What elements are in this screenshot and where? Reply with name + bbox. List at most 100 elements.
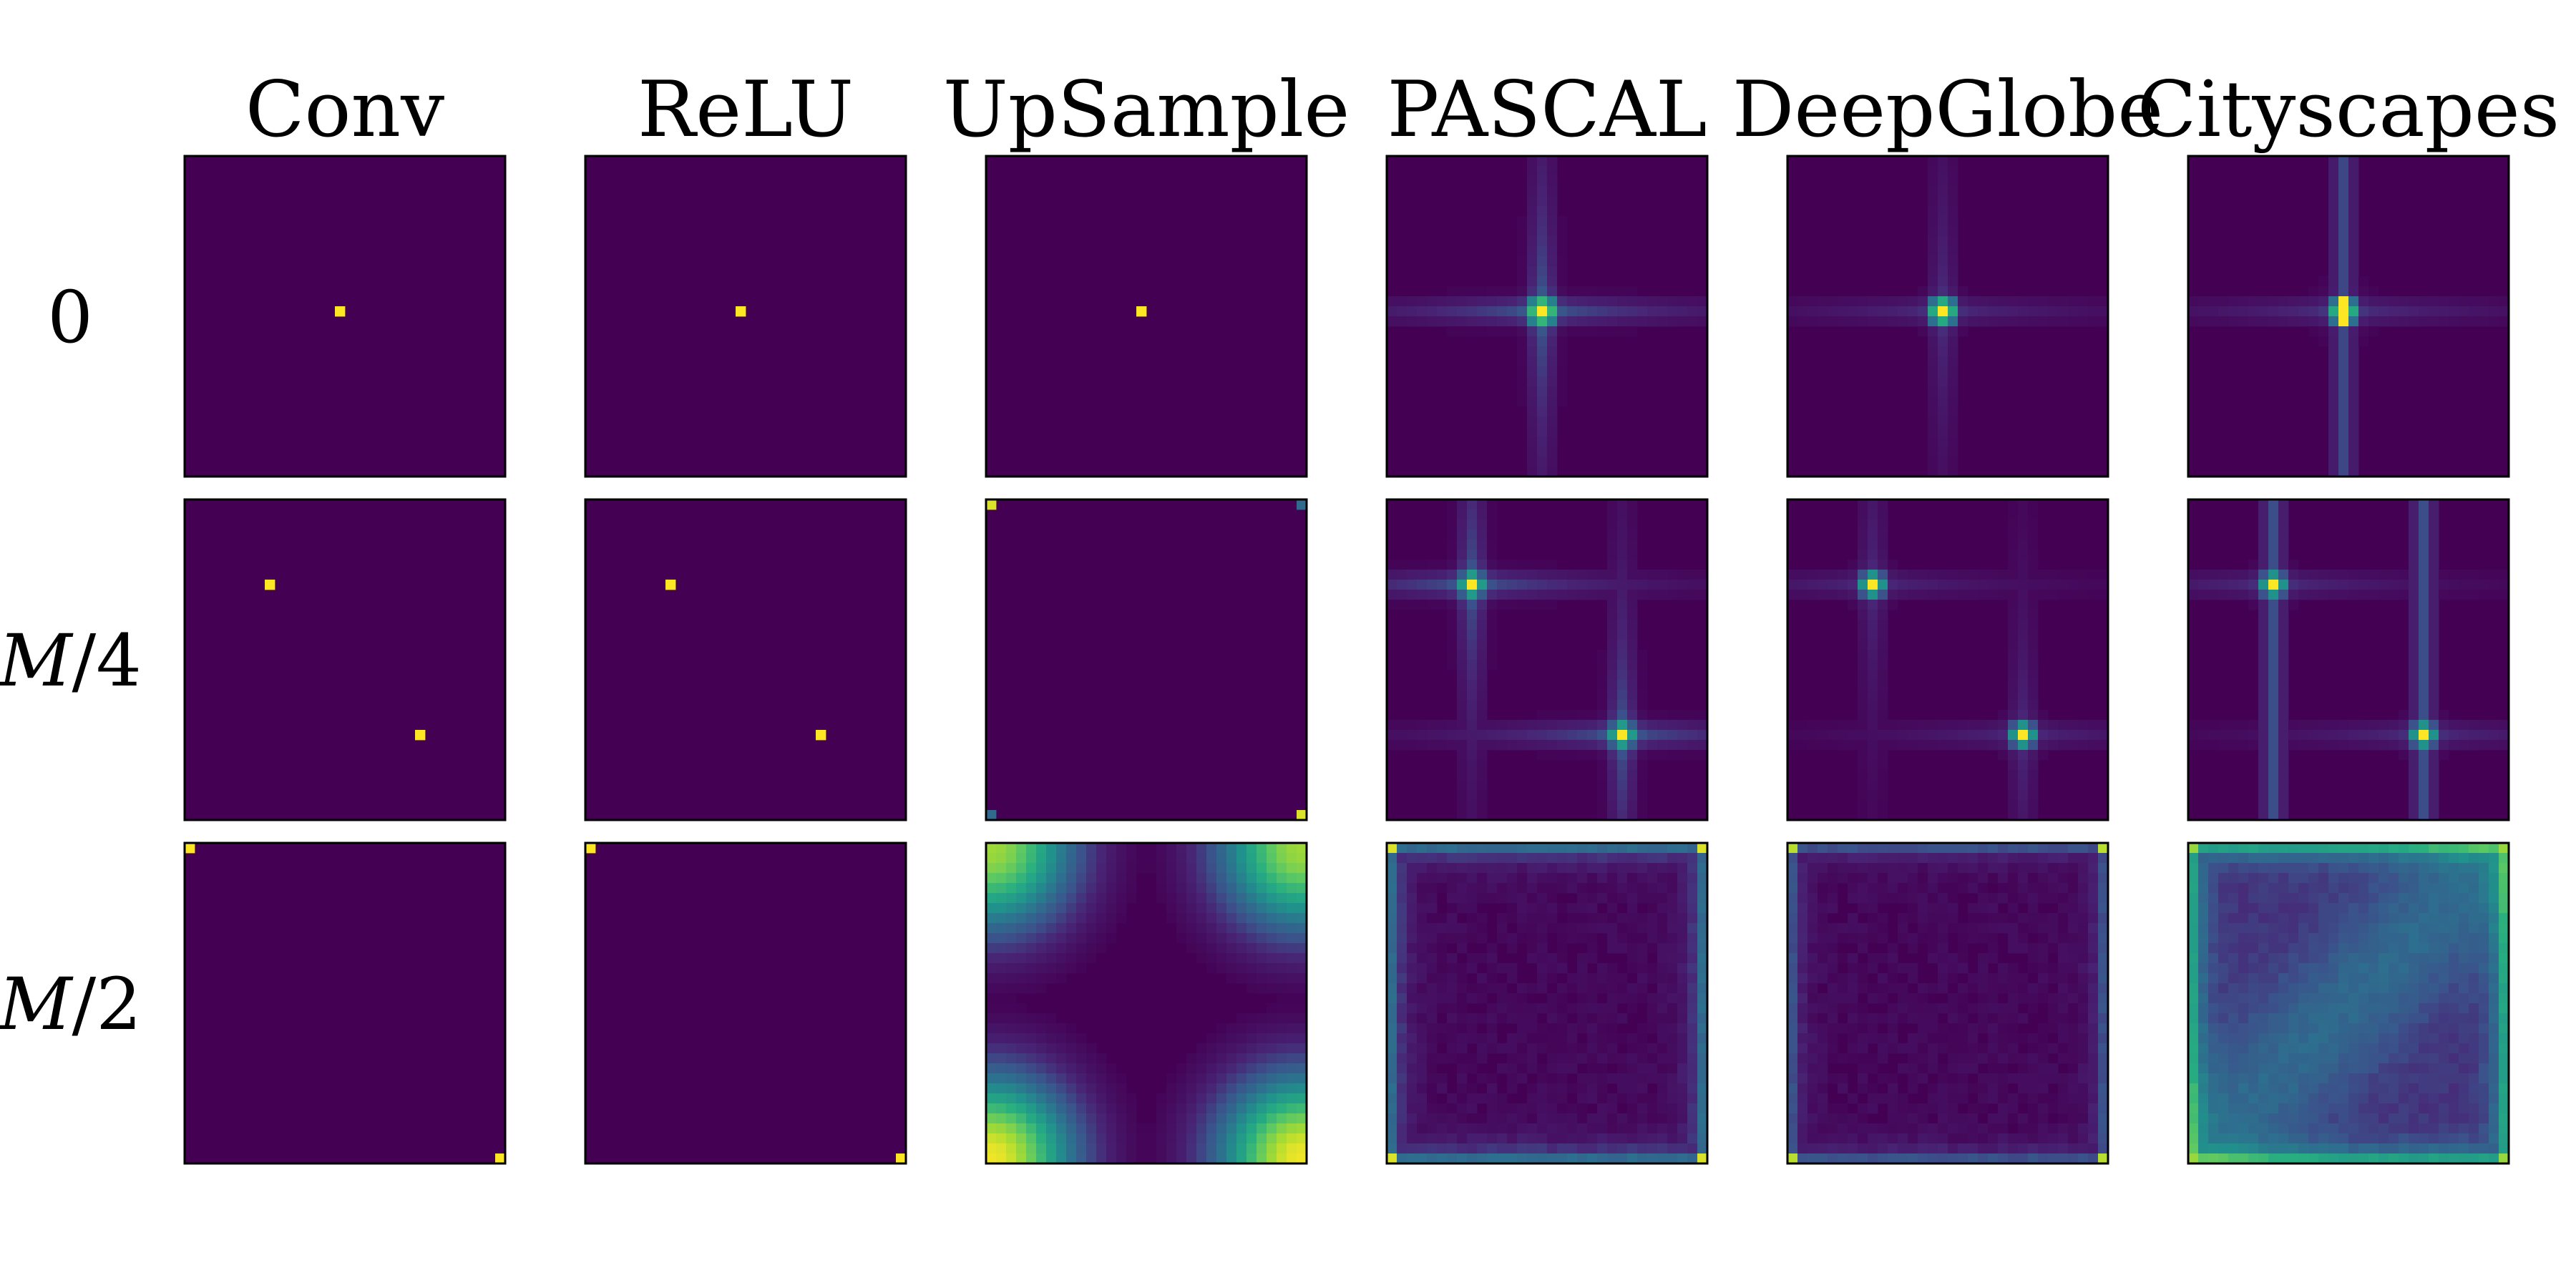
heatmap-cell [1086, 903, 1097, 914]
column-title-relu: ReLU [638, 65, 854, 155]
heatmap-cell [2409, 843, 2419, 854]
heatmap-cell [2258, 780, 2269, 791]
heatmap-cell [1697, 316, 1708, 327]
heatmap-cell [1818, 296, 1828, 307]
heatmap-cell [1968, 1023, 1979, 1034]
heatmap-cell [2298, 730, 2309, 741]
heatmap-cell [1026, 943, 1037, 954]
heatmap-cell [2188, 570, 2199, 580]
heatmap-cell [1196, 903, 1207, 914]
heatmap-cell [2248, 853, 2259, 864]
heatmap-cell [1888, 1013, 1898, 1024]
heatmap-cell [1868, 963, 1878, 974]
heatmap-cell [1016, 913, 1027, 924]
heatmap-cell [1918, 580, 1928, 590]
heatmap-cell [1257, 883, 1267, 894]
heatmap-cell [1096, 1153, 1107, 1164]
heatmap-cell [2008, 1073, 2019, 1084]
heatmap-cell [2088, 903, 2099, 914]
heatmap-cell [1517, 1023, 1528, 1034]
heatmap-cell [1226, 1083, 1237, 1094]
heatmap-cell [1607, 853, 1618, 864]
heatmap-cell [2268, 923, 2279, 934]
heatmap-cell [2008, 610, 2019, 620]
heatmap-cell [1226, 1023, 1237, 1034]
heatmap-cell [1457, 993, 1468, 1004]
heatmap-cell [2098, 893, 2109, 904]
heatmap-cell [2048, 883, 2059, 894]
heatmap-cell [2198, 993, 2209, 1004]
heatmap-cell [1477, 853, 1488, 864]
heatmap-cell [1417, 873, 1428, 884]
heatmap-cell [1236, 863, 1247, 874]
heatmap-cell [1507, 286, 1518, 297]
heatmap-cell [1637, 720, 1648, 731]
heatmap-cell [1647, 1023, 1658, 1034]
heatmap-cell [2218, 316, 2229, 327]
heatmap-cell [1948, 993, 1958, 1004]
heatmap-cell [1206, 913, 1217, 924]
heatmap-cell [1277, 1083, 1287, 1094]
heatmap-cell [1828, 863, 1838, 874]
heatmap-cell [1567, 1143, 1578, 1154]
heatmap-cell [2278, 740, 2289, 751]
heatmap-cell [1978, 1053, 1989, 1064]
heatmap-cell [2429, 296, 2439, 307]
heatmap-cell [1968, 570, 1979, 580]
heatmap-cell [1908, 913, 1918, 924]
heatmap-cell [1537, 216, 1548, 227]
heatmap-cell [1868, 1083, 1878, 1094]
heatmap-cell [1267, 1103, 1277, 1114]
heatmap-cell [1186, 1103, 1197, 1114]
heatmap-cell [2368, 740, 2379, 751]
heatmap-cell [185, 843, 195, 854]
heatmap-cell [1968, 883, 1979, 894]
heatmap-cell [1537, 396, 1548, 407]
heatmap-cell [1667, 1083, 1678, 1094]
heatmap-cell [1267, 853, 1277, 864]
heatmap-cell [2479, 296, 2489, 307]
heatmap-cell [2098, 983, 2109, 994]
heatmap-cell [1918, 913, 1928, 924]
heatmap-cell [1447, 1043, 1458, 1054]
heatmap-cell [1868, 519, 1878, 530]
heatmap-cell [1457, 1023, 1468, 1034]
heatmap-cell [1487, 540, 1498, 550]
heatmap-cell [1196, 883, 1207, 894]
heatmap-cell [2338, 336, 2349, 347]
heatmap-conv-row-1 [183, 498, 507, 821]
heatmap-cell [1577, 1023, 1588, 1034]
heatmap-cell [2078, 1043, 2089, 1054]
heatmap-cell [1587, 1013, 1598, 1024]
heatmap-cell [996, 983, 1007, 994]
heatmap-cell [1467, 983, 1478, 994]
heatmap-cell [1537, 1033, 1548, 1044]
heatmap-cell [1617, 560, 1628, 570]
heatmap-cell [1828, 1023, 1838, 1034]
heatmap-cell [1948, 316, 1958, 327]
heatmap-cell [1006, 913, 1017, 924]
heatmap-cell [1948, 863, 1958, 874]
heatmap-cell [2459, 933, 2469, 944]
heatmap-cell [1848, 296, 1858, 307]
heatmap-cell [1437, 923, 1448, 934]
heatmap-cell [1828, 1133, 1838, 1144]
heatmap-cell [1537, 1143, 1548, 1154]
heatmap-cell [1948, 973, 1958, 984]
heatmap-cell [2358, 953, 2369, 964]
heatmap-cell [1297, 1103, 1307, 1114]
heatmap-cell [2018, 560, 2029, 570]
heatmap-cell [1577, 903, 1588, 914]
heatmap-cell [2038, 306, 2049, 317]
heatmap-cell [1637, 710, 1648, 721]
heatmap-cell [1998, 720, 2009, 731]
heatmap-cell [1617, 1063, 1628, 1074]
heatmap-cell [2088, 993, 2099, 1004]
heatmap-cell [1948, 266, 1958, 277]
heatmap-cell [2078, 1143, 2089, 1154]
heatmap-cell [1818, 893, 1828, 904]
heatmap-cell [2038, 1043, 2049, 1054]
heatmap-cell [1797, 873, 1808, 884]
heatmap-cell [2389, 843, 2399, 854]
heatmap-cell [2268, 509, 2279, 520]
